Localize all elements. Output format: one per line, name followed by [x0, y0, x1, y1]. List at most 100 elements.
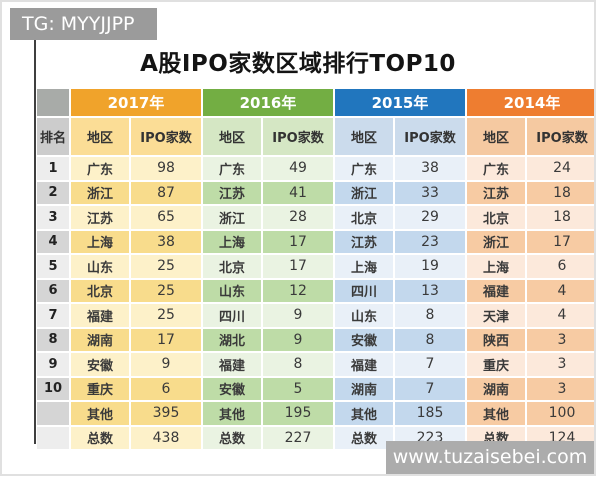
rank-cell: 4 [37, 230, 69, 253]
ipo-count-cell: 18 [527, 181, 594, 204]
region-header: 地区 [467, 118, 525, 155]
region-cell: 北京 [467, 206, 525, 229]
ipo-count-cell: 19 [395, 255, 465, 278]
region-cell: 浙江 [467, 230, 525, 253]
ipo-count-cell: 6 [131, 377, 201, 400]
ipo-count-header: IPO家数 [131, 118, 201, 155]
region-cell: 福建 [467, 279, 525, 302]
ipo-count-header: IPO家数 [527, 118, 594, 155]
region-cell: 上海 [335, 255, 393, 278]
ipo-count-cell: 8 [263, 353, 333, 376]
corner-cell [37, 89, 69, 116]
ipo-count-cell: 13 [395, 279, 465, 302]
region-cell: 上海 [71, 230, 129, 253]
rank-cell: 2 [37, 181, 69, 204]
ipo-count-cell: 41 [263, 181, 333, 204]
ipo-count-cell: 438 [131, 426, 201, 449]
region-cell: 江苏 [467, 181, 525, 204]
rank-cell: 7 [37, 304, 69, 327]
region-cell: 江苏 [71, 206, 129, 229]
rank-cell: 6 [37, 279, 69, 302]
ipo-count-cell: 5 [263, 377, 333, 400]
ipo-count-cell: 25 [131, 304, 201, 327]
region-cell: 安徽 [335, 328, 393, 351]
ipo-count-cell: 25 [131, 255, 201, 278]
year-header-2015: 2015年 [335, 89, 465, 116]
region-cell: 广东 [335, 157, 393, 180]
region-cell: 山东 [71, 255, 129, 278]
rank-header: 排名 [37, 118, 69, 155]
ipo-count-header: IPO家数 [395, 118, 465, 155]
ipo-count-cell: 38 [395, 157, 465, 180]
ipo-count-cell: 18 [527, 206, 594, 229]
rank-cell [37, 402, 69, 425]
ipo-count-cell: 9 [263, 304, 333, 327]
region-cell: 湖南 [335, 377, 393, 400]
region-cell: 山东 [335, 304, 393, 327]
ipo-count-cell: 185 [395, 402, 465, 425]
ipo-count-cell: 17 [263, 255, 333, 278]
ipo-count-cell: 4 [527, 279, 594, 302]
left-border-line [34, 40, 36, 444]
ipo-count-cell: 395 [131, 402, 201, 425]
ipo-count-cell: 24 [527, 157, 594, 180]
region-cell: 湖南 [71, 328, 129, 351]
year-header-2014: 2014年 [467, 89, 594, 116]
ipo-count-cell: 227 [263, 426, 333, 449]
ipo-count-cell: 23 [395, 230, 465, 253]
ipo-count-cell: 4 [527, 304, 594, 327]
ipo-count-cell: 3 [527, 353, 594, 376]
region-cell: 上海 [203, 230, 261, 253]
region-cell: 其他 [71, 402, 129, 425]
region-cell: 福建 [71, 304, 129, 327]
ipo-count-cell: 33 [395, 181, 465, 204]
region-cell: 广东 [467, 157, 525, 180]
region-cell: 江苏 [203, 181, 261, 204]
region-cell: 浙江 [335, 181, 393, 204]
region-cell: 安徽 [71, 353, 129, 376]
region-cell: 广东 [71, 157, 129, 180]
rank-cell: 10 [37, 377, 69, 400]
year-header-2017: 2017年 [71, 89, 201, 116]
ipo-count-cell: 25 [131, 279, 201, 302]
region-cell: 陕西 [467, 328, 525, 351]
region-cell: 天津 [467, 304, 525, 327]
region-cell: 其他 [203, 402, 261, 425]
year-header-2016: 2016年 [203, 89, 333, 116]
region-cell: 江苏 [335, 230, 393, 253]
rank-cell [37, 426, 69, 449]
rank-cell: 8 [37, 328, 69, 351]
region-cell: 浙江 [203, 206, 261, 229]
region-cell: 四川 [203, 304, 261, 327]
region-cell: 北京 [71, 279, 129, 302]
region-cell: 总数 [71, 426, 129, 449]
region-cell: 重庆 [71, 377, 129, 400]
region-cell: 总数 [335, 426, 393, 449]
region-cell: 其他 [335, 402, 393, 425]
ipo-count-cell: 195 [263, 402, 333, 425]
telegram-badge: TG: MYYJJPP [10, 8, 157, 40]
region-cell: 湖南 [467, 377, 525, 400]
region-cell: 湖北 [203, 328, 261, 351]
region-header: 地区 [71, 118, 129, 155]
ipo-count-cell: 8 [395, 328, 465, 351]
region-cell: 北京 [335, 206, 393, 229]
ipo-count-cell: 100 [527, 402, 594, 425]
ipo-count-cell: 98 [131, 157, 201, 180]
ipo-count-cell: 7 [395, 353, 465, 376]
rank-cell: 5 [37, 255, 69, 278]
ipo-count-cell: 49 [263, 157, 333, 180]
rank-cell: 1 [37, 157, 69, 180]
region-cell: 北京 [203, 255, 261, 278]
region-cell: 重庆 [467, 353, 525, 376]
region-cell: 上海 [467, 255, 525, 278]
ipo-count-cell: 17 [263, 230, 333, 253]
rank-cell: 3 [37, 206, 69, 229]
ipo-count-cell: 38 [131, 230, 201, 253]
ipo-count-cell: 17 [131, 328, 201, 351]
ipo-count-cell: 9 [131, 353, 201, 376]
region-cell: 四川 [335, 279, 393, 302]
ipo-count-cell: 17 [527, 230, 594, 253]
ipo-count-cell: 65 [131, 206, 201, 229]
